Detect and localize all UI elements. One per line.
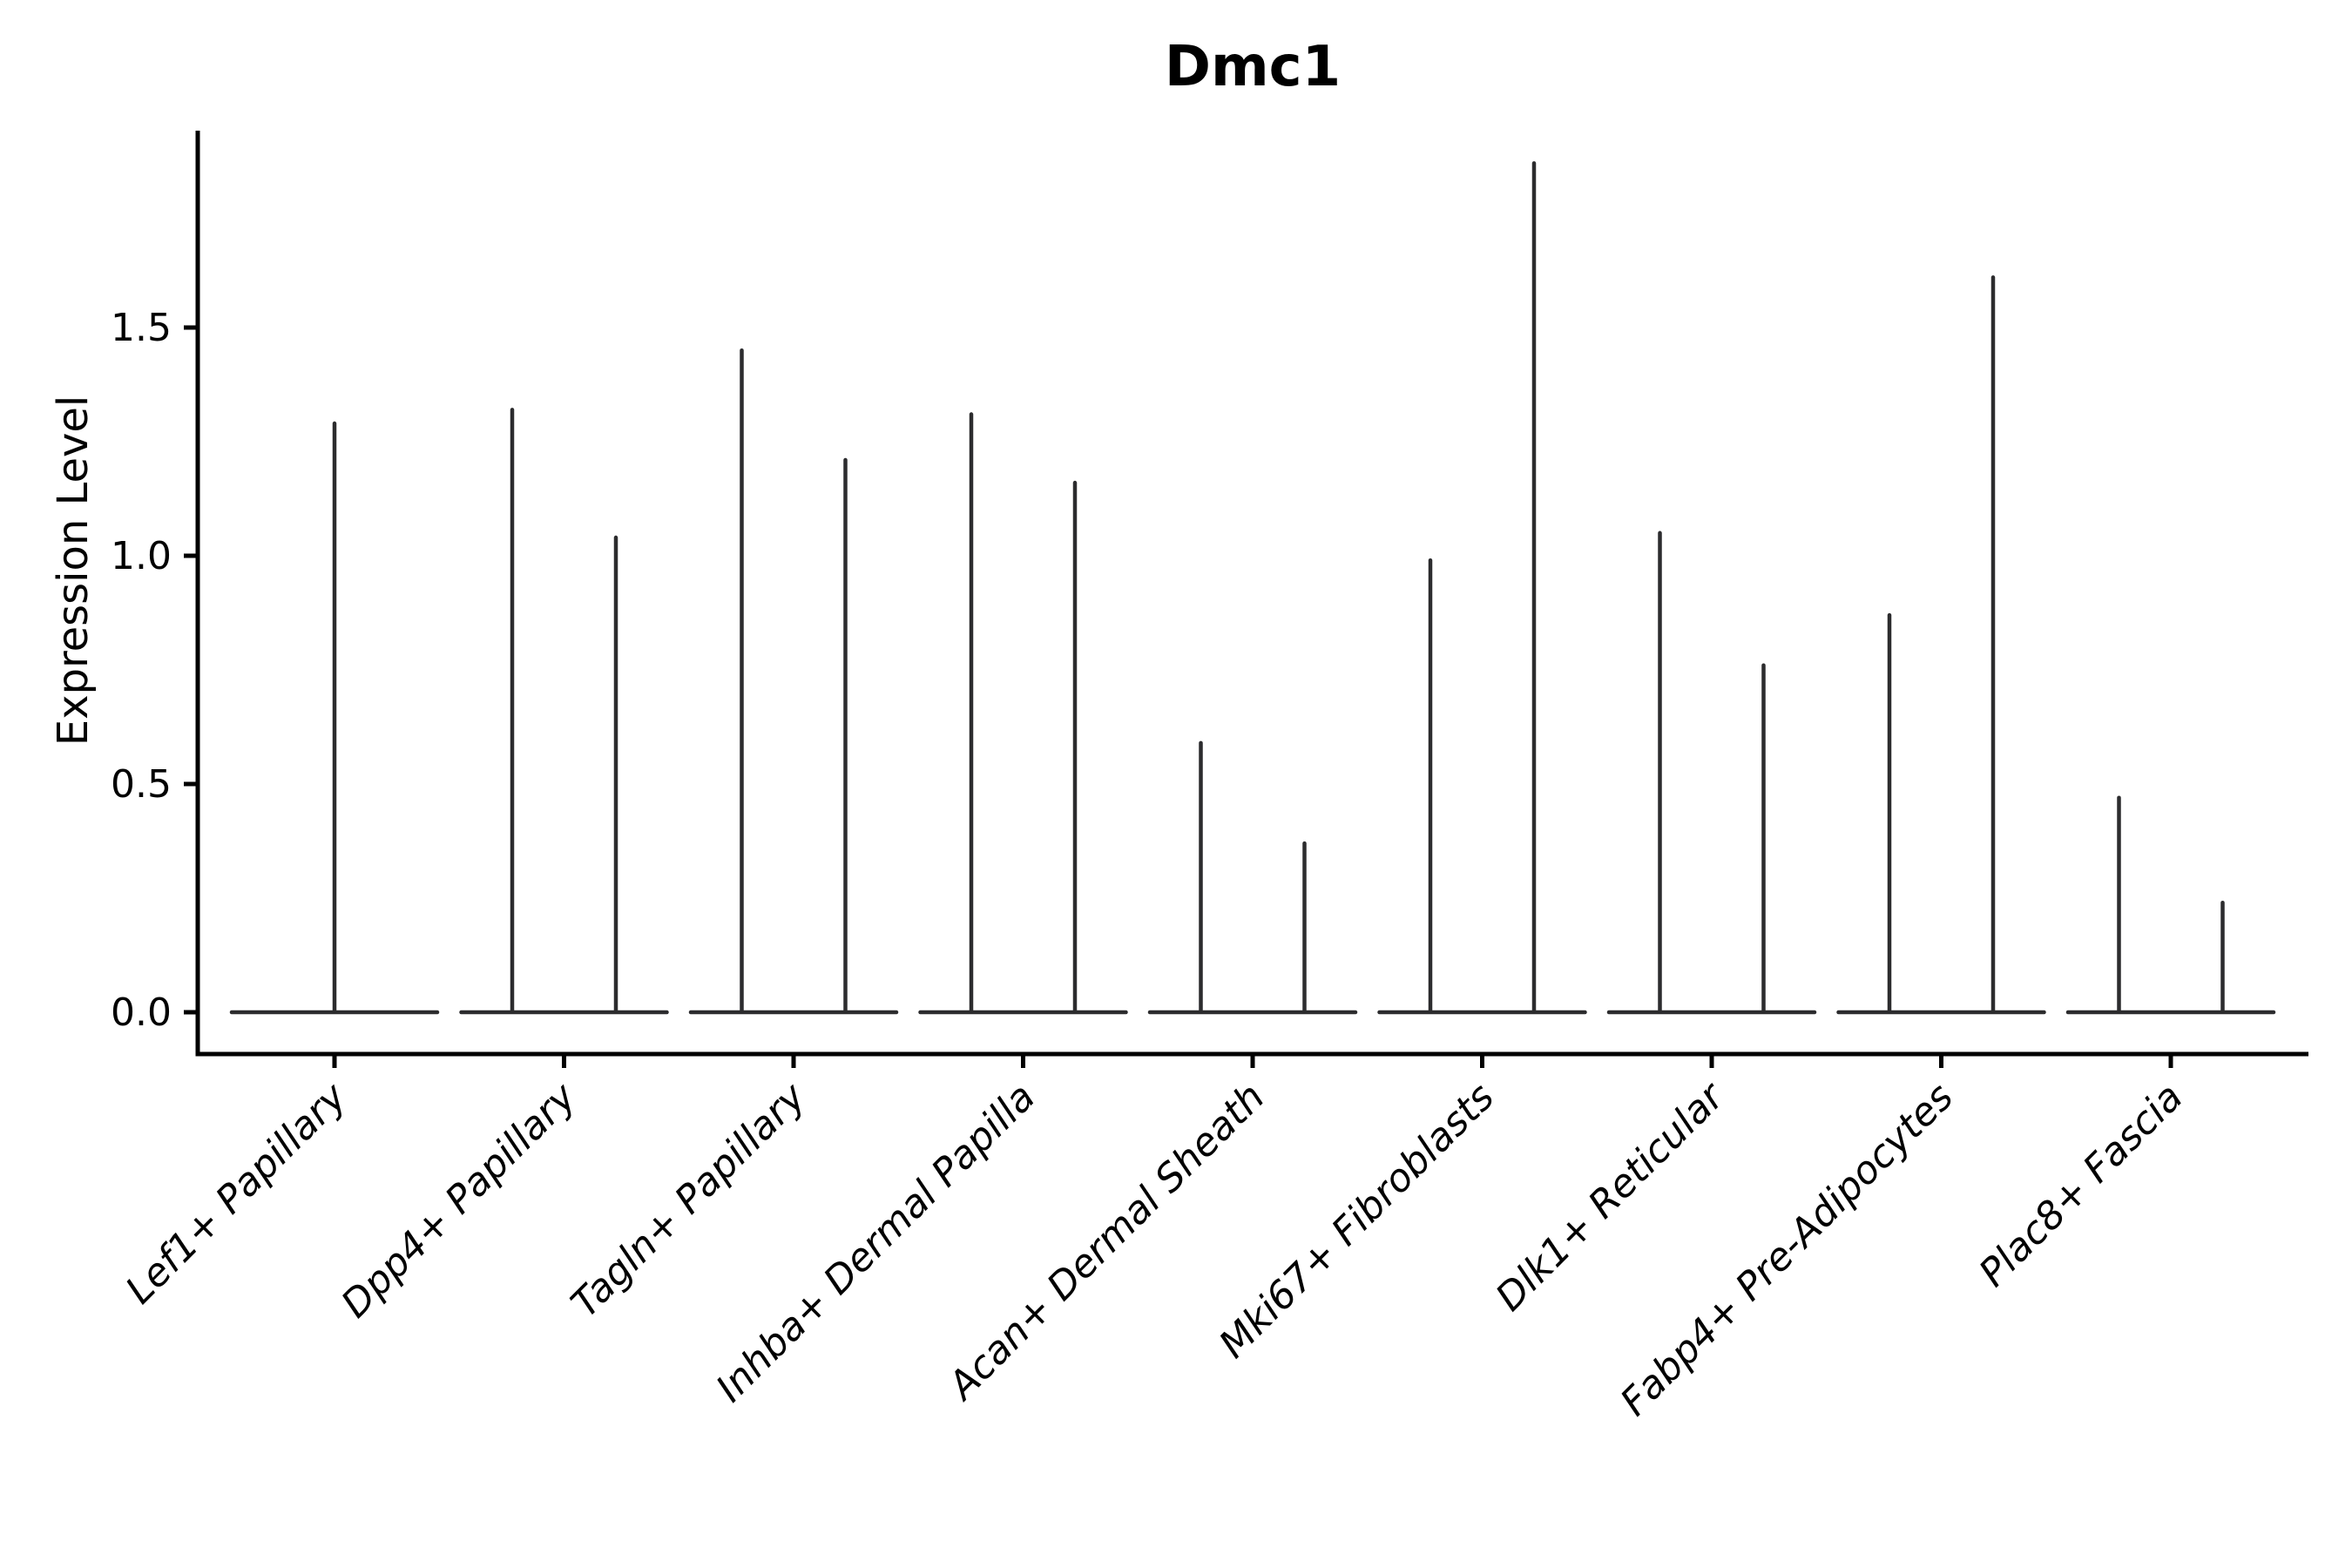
y-tick-label: 1.5 <box>111 306 172 350</box>
x-tick-label: Dpp4+ Papillary <box>333 1074 585 1327</box>
chart-title: Dmc1 <box>1165 35 1341 99</box>
y-tick-label: 0.5 <box>111 762 172 807</box>
violins <box>229 161 2276 1015</box>
x-tick-label: Plac8+ Fascia <box>1970 1075 2191 1295</box>
y-axis-label: Expression Level <box>49 395 98 747</box>
x-tick-label: Dlk1+ Reticular <box>1487 1073 1734 1320</box>
y-tick-label: 1.0 <box>111 534 172 578</box>
x-tick-label: Lef1+ Papillary <box>118 1074 356 1313</box>
y-tick-label: 0.0 <box>111 990 172 1035</box>
x-tick-label: Tagln+ Papillary <box>563 1074 814 1326</box>
